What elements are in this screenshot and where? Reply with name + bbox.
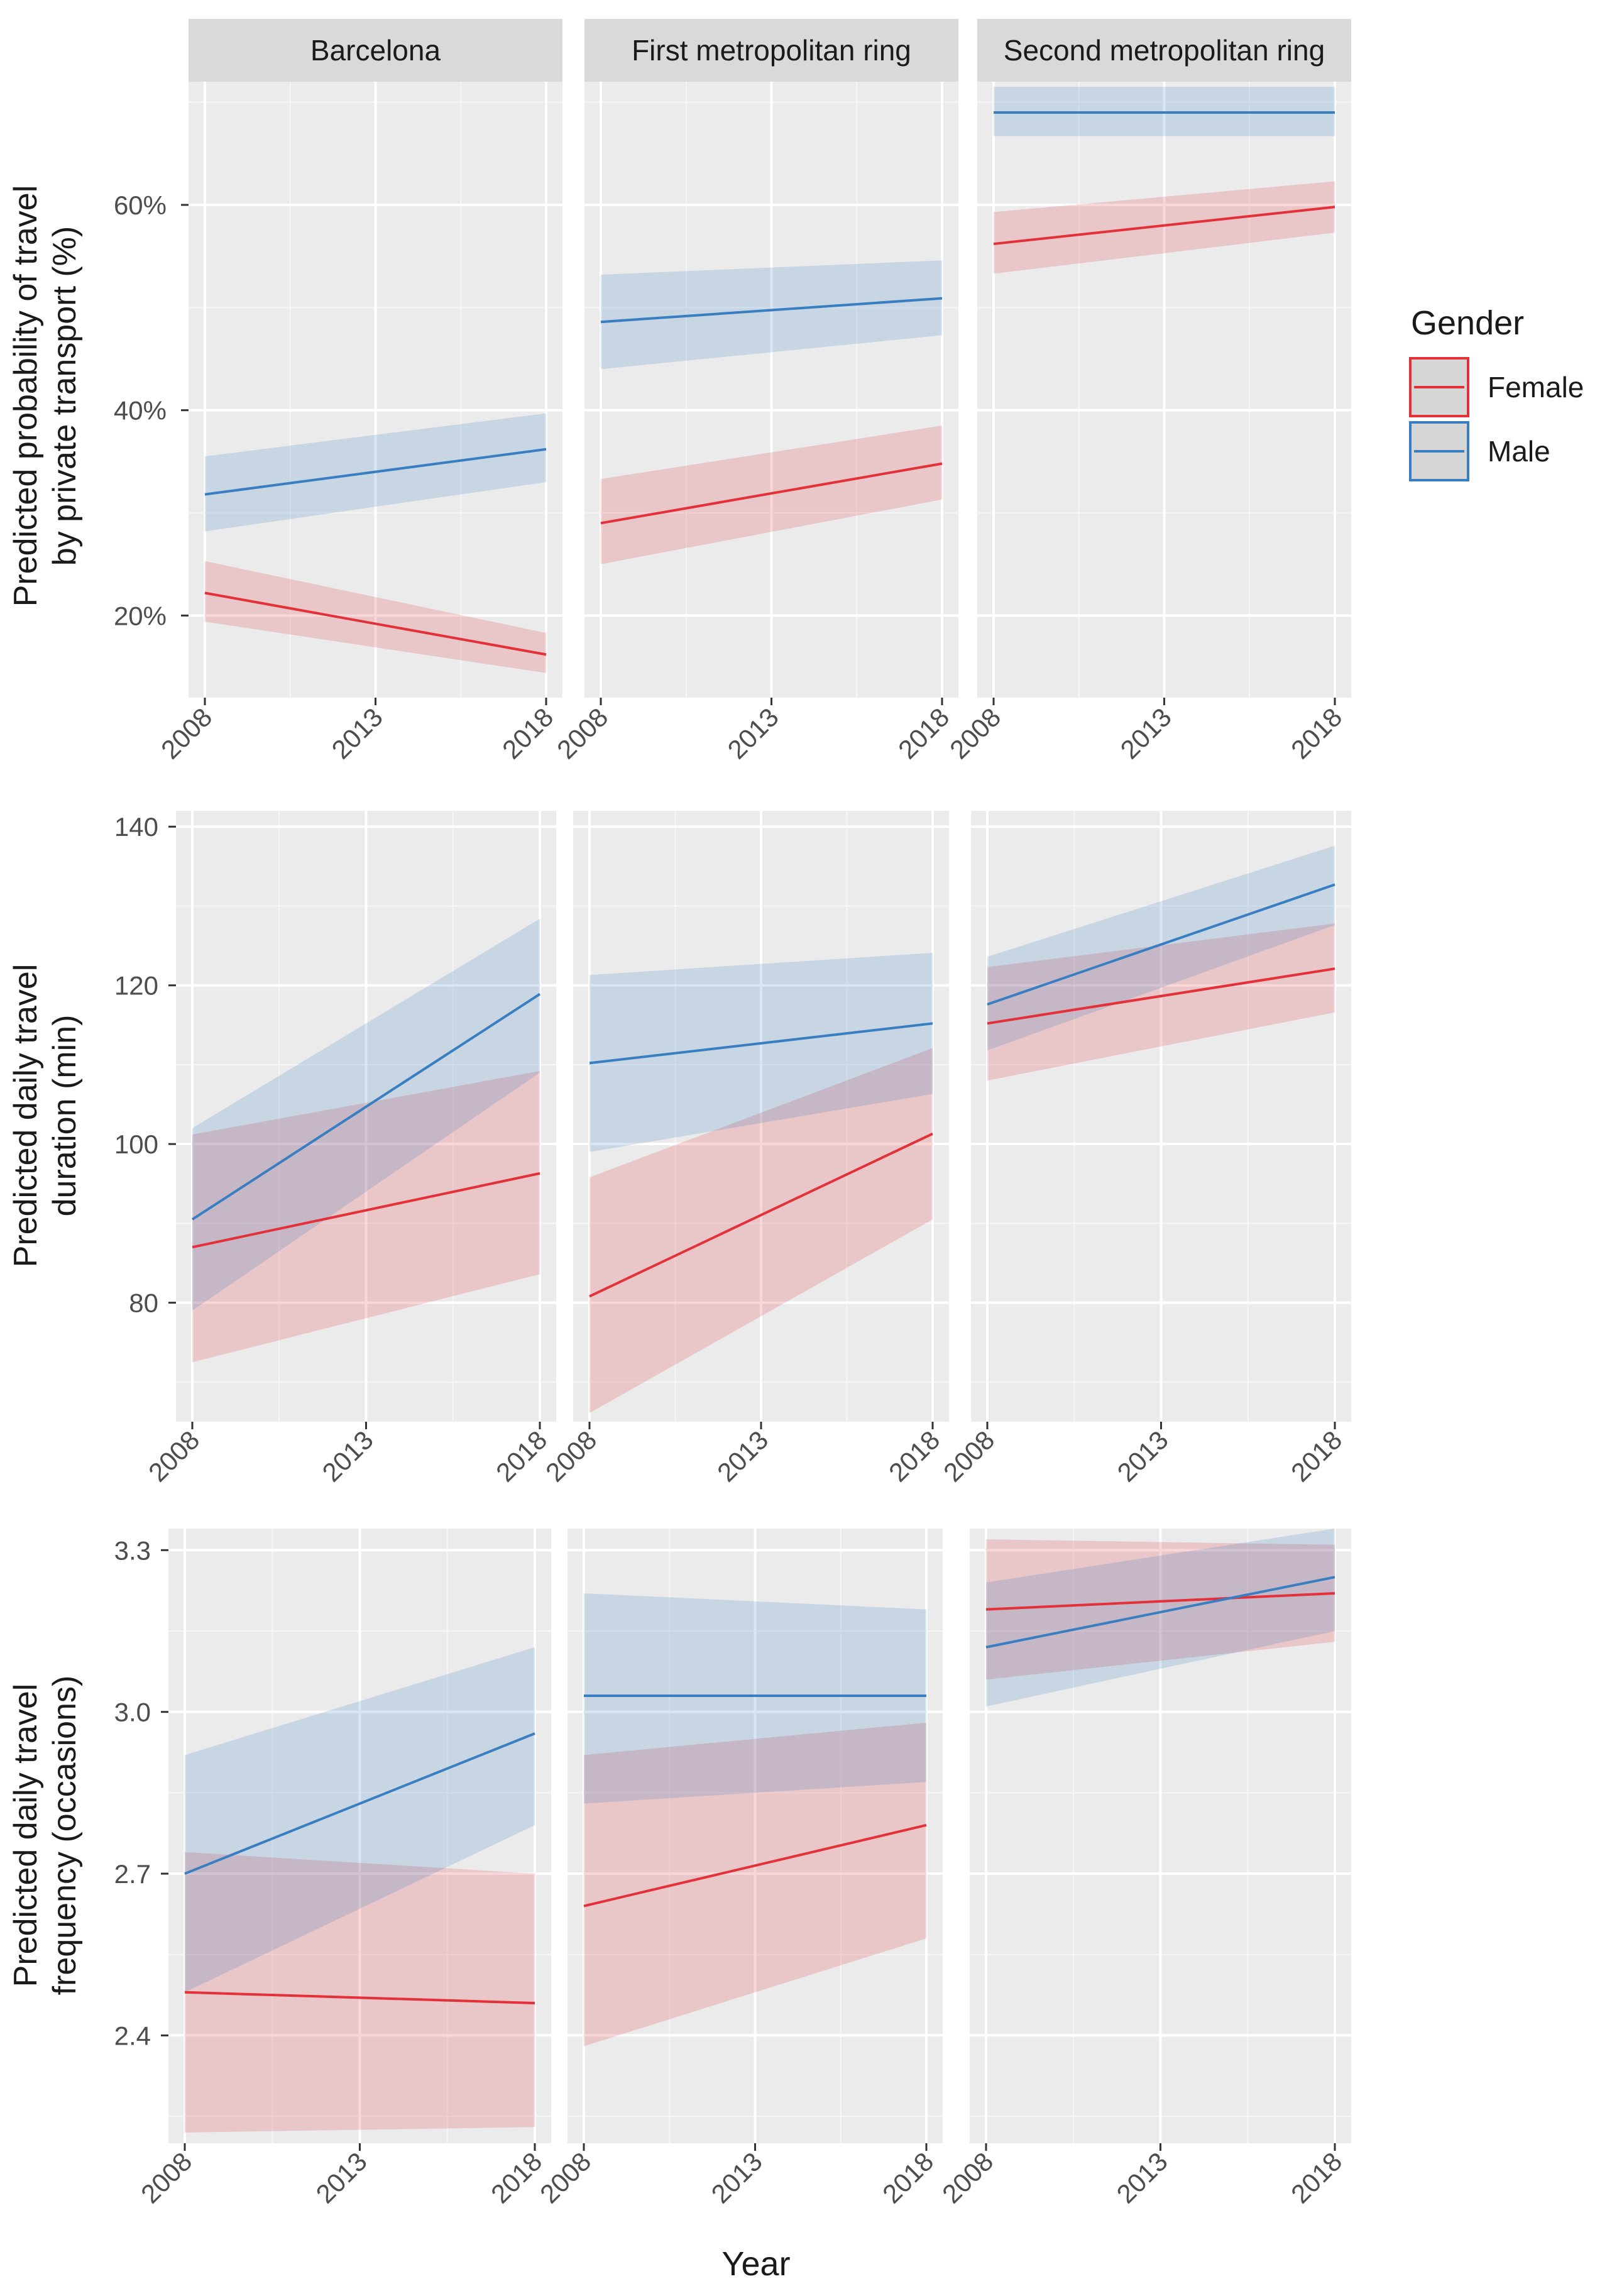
series-line-male bbox=[204, 448, 547, 496]
legend-item-male: Male bbox=[1409, 421, 1550, 481]
facet-label-second-metropolitan-ring: Second metropolitan ring bbox=[1004, 34, 1325, 67]
y-axis-title-line2-row-2: duration (min) bbox=[47, 1015, 83, 1217]
panel-row-3-barcelona: 2008 2013 2018 bbox=[135, 1529, 551, 2209]
confidence-band-female bbox=[584, 1722, 926, 2046]
chart-rows: Predicted probability of travel by privat… bbox=[8, 19, 1351, 2209]
row-1: Predicted probability of travel by privat… bbox=[8, 19, 1351, 764]
series-line-female bbox=[987, 967, 1335, 1025]
y-axis-title-line1-row-2: Predicted daily travel bbox=[8, 964, 44, 1268]
y-tick-label-row-3-2-4: 2.4 bbox=[114, 2021, 151, 2050]
confidence-band-female bbox=[994, 181, 1335, 274]
y-tick-label-row-3-2-7: 2.7 bbox=[114, 1859, 151, 1889]
panel-row-2-first-metropolitan-ring: 2008 2013 2018 bbox=[540, 811, 949, 1487]
series-line-female bbox=[993, 206, 1335, 246]
series-line-male bbox=[589, 1022, 933, 1065]
series-line-female bbox=[192, 1172, 540, 1249]
x-axis-title: Year bbox=[721, 2245, 790, 2283]
series-line-female bbox=[589, 1132, 933, 1298]
confidence-band-female bbox=[185, 1852, 535, 2133]
facet-label-barcelona: Barcelona bbox=[310, 34, 441, 67]
y-tick-label-row-2-120: 120 bbox=[114, 971, 158, 1001]
confidence-band-male bbox=[987, 845, 1335, 1051]
series-line-male bbox=[985, 1576, 1335, 1649]
confidence-band-male bbox=[589, 952, 933, 1152]
confidence-band-female bbox=[987, 923, 1335, 1081]
legend-label-female: Female bbox=[1488, 371, 1584, 404]
y-tick-label-row-3-3-3: 3.3 bbox=[114, 1535, 151, 1565]
facet-strip-first-metropolitan-ring bbox=[584, 19, 958, 82]
confidence-band-female bbox=[986, 1539, 1335, 1680]
y-tick-label-row-2-80: 80 bbox=[129, 1288, 158, 1318]
panel-row-3-second-metropolitan-ring: 2008 2013 2018 bbox=[936, 1529, 1351, 2209]
row-3: Predicted daily travel frequency (occasio… bbox=[8, 1529, 1351, 2209]
confidence-band-male bbox=[601, 260, 942, 370]
legend-title: Gender bbox=[1411, 304, 1524, 342]
y-axis-title-line2-row-3: frequency (occasions) bbox=[47, 1676, 83, 1996]
facet-strip-barcelona bbox=[189, 19, 562, 82]
confidence-band-male bbox=[192, 918, 540, 1311]
y-axis-title-line1-row-1: Predicted probability of travel bbox=[8, 185, 44, 607]
series-line-male bbox=[184, 1732, 535, 1875]
series-line-female bbox=[600, 462, 943, 525]
y-tick-label-row-2-100: 100 bbox=[114, 1129, 158, 1159]
y-tick-label-row-1-40: 40% bbox=[114, 396, 167, 426]
facet-strip-second-metropolitan-ring bbox=[977, 19, 1351, 82]
y-axis-title-line2-row-1: by private transport (%) bbox=[47, 226, 83, 566]
series-line-female bbox=[985, 1591, 1335, 1611]
confidence-band-female bbox=[192, 1071, 540, 1363]
y-tick-label-row-2-140: 140 bbox=[114, 812, 158, 842]
panel-row-3-first-metropolitan-ring: 2008 2013 2018 bbox=[534, 1529, 943, 2209]
y-tick-label-row-1-60: 60% bbox=[114, 190, 167, 220]
y-axis-title-line1-row-3: Predicted daily travel bbox=[8, 1684, 44, 1987]
confidence-band-male bbox=[584, 1593, 926, 1804]
confidence-band-male bbox=[185, 1647, 535, 1992]
legend-label-male: Male bbox=[1488, 435, 1550, 468]
y-tick-label-row-1-20: 20% bbox=[114, 601, 167, 630]
series-line-female bbox=[184, 1991, 535, 2004]
series-line-male bbox=[987, 883, 1335, 1006]
panel-row-2-second-metropolitan-ring: 2008 2013 2018 bbox=[938, 811, 1351, 1487]
confidence-band-female bbox=[601, 426, 942, 564]
series-line-female bbox=[204, 591, 547, 656]
confidence-band-female bbox=[205, 561, 546, 673]
legend-item-female: Female bbox=[1409, 357, 1584, 417]
panel-row-2-barcelona: 2008 2013 2018 bbox=[143, 811, 556, 1487]
series-line-male bbox=[600, 297, 943, 324]
series-line-female bbox=[583, 1823, 927, 1908]
confidence-band-male bbox=[986, 1529, 1335, 1707]
y-tick-label-row-3-3-0: 3.0 bbox=[114, 1698, 151, 1727]
row-2: Predicted daily travel duration (min) 80 10… bbox=[8, 811, 1351, 1487]
confidence-band-female bbox=[589, 1048, 933, 1414]
legend: Gender Female Male bbox=[1409, 304, 1584, 481]
facet-label-first-metropolitan-ring: First metropolitan ring bbox=[632, 34, 911, 67]
series-line-male bbox=[191, 992, 541, 1221]
